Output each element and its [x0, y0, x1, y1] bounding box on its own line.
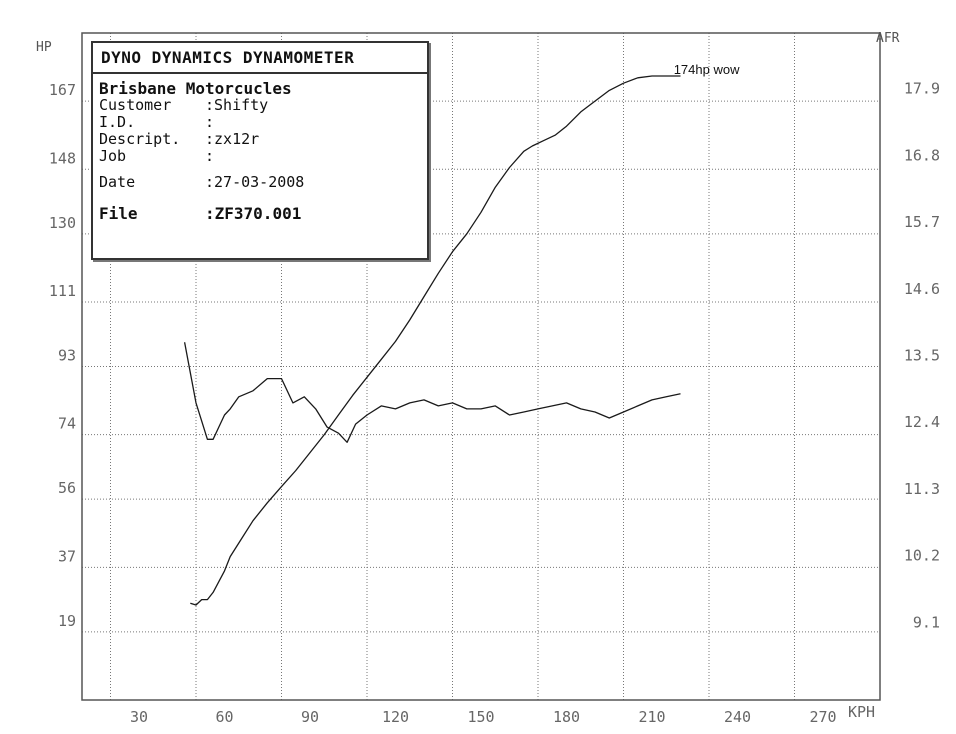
field-date-sep: :	[205, 173, 215, 191]
y-right-tick-label: 9.1	[913, 613, 940, 631]
y-axis-left-label: HP	[36, 40, 52, 55]
y-axis-right-label: AFR	[876, 31, 900, 46]
field-job: Job :	[99, 148, 423, 165]
tick-labels: 30 60 90 120 150 180 210 240 270 19 37 56 74 93 111 130…	[49, 80, 940, 726]
x-tick-label: 270	[809, 708, 836, 726]
field-file-label: File	[99, 204, 138, 223]
field-date: Date : 27-03-2008	[99, 174, 423, 191]
x-tick-label: 120	[382, 708, 409, 726]
field-customer: Customer : Shifty	[99, 97, 423, 114]
field-file: File : ZF370.001	[99, 205, 423, 222]
series-lines	[183, 75, 681, 606]
x-tick-label: 240	[724, 708, 751, 726]
field-id: I.D. :	[99, 114, 423, 131]
y-left-tick-label: 130	[49, 214, 76, 232]
x-tick-label: 60	[215, 708, 233, 726]
info-box-header: DYNO DYNAMICS DYNAMOMETER	[93, 43, 427, 74]
y-left-tick-label: 167	[49, 81, 76, 99]
y-right-tick-label: 17.9	[904, 80, 940, 98]
x-tick-label: 180	[553, 708, 580, 726]
field-date-label: Date	[99, 173, 136, 191]
field-job-label: Job	[99, 147, 127, 165]
power-hp-line	[190, 75, 681, 606]
x-tick-label: 150	[467, 708, 494, 726]
y-right-tick-label: 13.5	[904, 347, 940, 365]
field-file-sep: :	[205, 204, 215, 223]
field-descript-label: Descript.	[99, 130, 181, 148]
y-left-tick-label: 74	[58, 415, 76, 433]
y-left-tick-label: 37	[58, 547, 76, 565]
dyno-info-box: DYNO DYNAMICS DYNAMOMETER Brisbane Motor…	[91, 41, 429, 260]
info-box-title: DYNO DYNAMICS DYNAMOMETER	[101, 48, 355, 67]
y-left-tick-label: 148	[49, 149, 76, 167]
y-right-tick-label: 10.2	[904, 547, 940, 565]
afr-line	[183, 342, 681, 443]
y-right-tick-label: 12.4	[904, 413, 940, 431]
peak-annotation: 174hp wow	[674, 62, 740, 77]
field-customer-value: Shifty	[214, 96, 269, 114]
y-left-tick-label: 111	[49, 282, 76, 300]
x-tick-label: 210	[638, 708, 665, 726]
x-tick-label: 30	[130, 708, 148, 726]
field-descript-sep: :	[205, 130, 215, 148]
field-descript: Descript. : zx12r	[99, 131, 423, 148]
plot-frame	[81, 32, 881, 701]
field-descript-value: zx12r	[214, 130, 260, 148]
field-customer-label: Customer	[99, 96, 172, 114]
y-right-tick-label: 16.8	[904, 146, 940, 164]
y-left-tick-label: 93	[58, 347, 76, 365]
field-file-value: ZF370.001	[214, 204, 302, 223]
y-right-tick-label: 15.7	[904, 213, 940, 231]
y-left-tick-label: 19	[58, 612, 76, 630]
x-tick-label: 90	[301, 708, 319, 726]
y-right-tick-label: 14.6	[904, 280, 940, 298]
y-right-tick-label: 11.3	[904, 480, 940, 498]
x-axis-label: KPH	[848, 703, 875, 721]
field-job-sep: :	[205, 147, 215, 165]
field-id-sep: :	[205, 113, 215, 131]
field-customer-sep: :	[205, 96, 215, 114]
company-name: Brisbane Motorcucles	[99, 79, 292, 98]
field-date-value: 27-03-2008	[214, 173, 305, 191]
info-box-body: Brisbane Motorcucles Customer : Shifty I…	[99, 80, 423, 222]
field-id-label: I.D.	[99, 113, 136, 131]
y-left-tick-label: 56	[58, 479, 76, 497]
